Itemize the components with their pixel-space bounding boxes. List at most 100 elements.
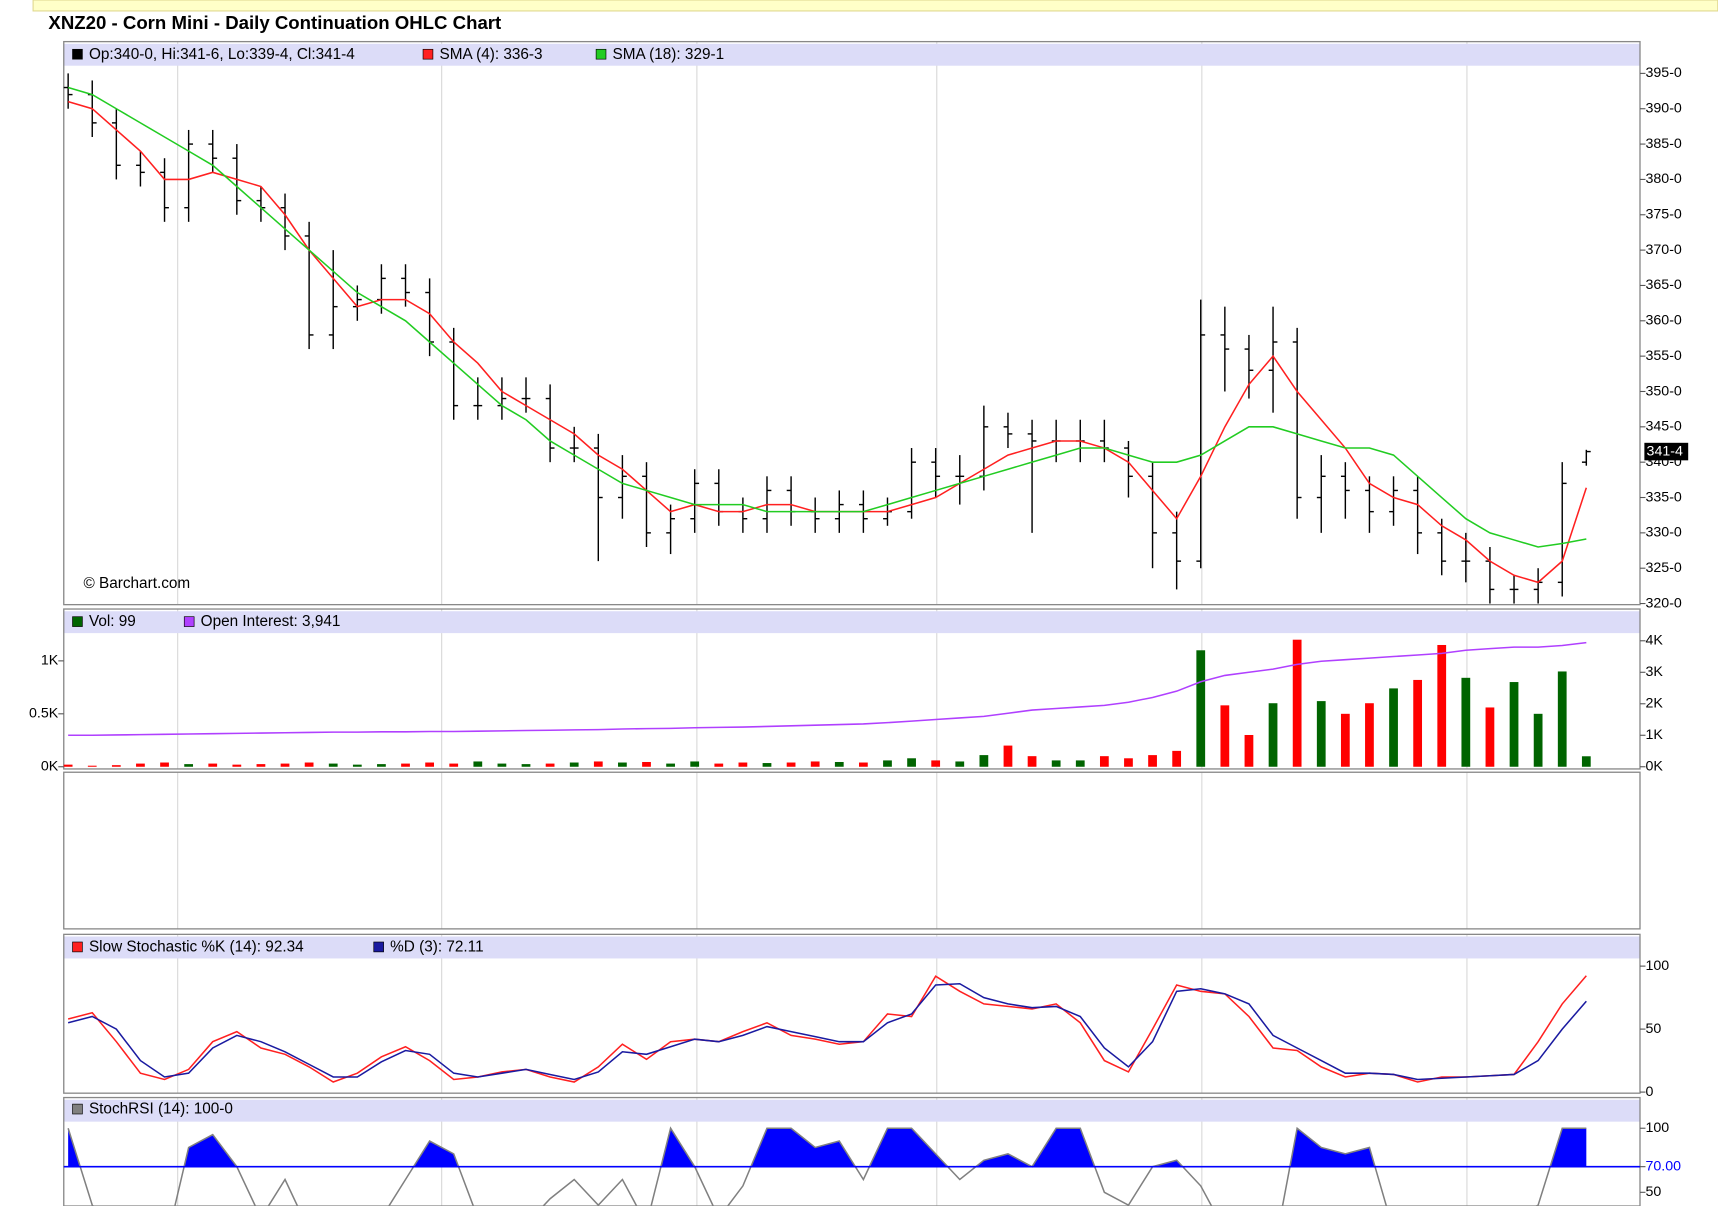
volume-bar	[1509, 682, 1519, 767]
volume-bar	[401, 763, 410, 767]
y-tick-label: 370-0	[1645, 242, 1681, 258]
y-tick-label: 0K	[1645, 759, 1663, 775]
volume-bar	[786, 762, 796, 767]
legend-label: SMA (4): 336-3	[439, 46, 542, 63]
y-tick-label: 330-0	[1645, 525, 1681, 541]
volume-bar	[280, 763, 290, 767]
volume-bar	[449, 763, 459, 767]
volume-bar	[1196, 650, 1206, 767]
legend-label: Vol: 99	[89, 613, 136, 630]
volume-bar	[256, 764, 266, 767]
legend-swatch	[72, 941, 83, 953]
credit: © Barchart.com	[83, 575, 190, 592]
volume-bar	[1051, 760, 1061, 767]
y-tick-label: 365-0	[1645, 277, 1681, 293]
y-tick-label: 2K	[1645, 696, 1663, 712]
legend-swatch	[72, 1103, 83, 1115]
volume-bar	[883, 760, 892, 767]
volume-bar	[1461, 677, 1471, 767]
volume-bar	[979, 755, 989, 767]
volume-bar	[208, 763, 218, 767]
y-tick-label: 360-0	[1645, 313, 1681, 329]
chart-title: XNZ20 - Corn Mini - Daily Continuation O…	[48, 12, 501, 33]
volume-bar	[111, 765, 121, 767]
rsi-layer	[67, 1126, 1587, 1206]
volume-bar	[690, 761, 700, 767]
volume-bar	[1268, 703, 1278, 767]
y-tick-label: 50	[1645, 1021, 1661, 1037]
volume-bar	[328, 763, 338, 767]
volume-bar	[425, 762, 434, 767]
volume-bar	[714, 763, 724, 767]
volume-bar	[1581, 756, 1591, 767]
last-price-box	[1644, 442, 1689, 461]
panel-frame	[63, 771, 1641, 930]
legend-label: Op:340-0, Hi:341-6, Lo:339-4, Cl:341-4	[89, 46, 355, 63]
volume-bar	[907, 758, 916, 767]
y-tick-label: 0	[1645, 1084, 1653, 1100]
volume-bar	[1485, 707, 1495, 767]
y-tick-label: 100	[1645, 1120, 1669, 1136]
legend-swatch	[72, 616, 83, 627]
y-tick-label: 335-0	[1645, 489, 1681, 505]
volume-bar	[1220, 705, 1230, 767]
y-tick-label: 4K	[1645, 633, 1663, 649]
volume-bar	[521, 764, 531, 767]
legend-swatch	[72, 48, 83, 60]
legend-label: %D (3): 72.11	[390, 939, 483, 956]
volume-bar	[666, 763, 675, 767]
y-tick-label: 325-0	[1645, 560, 1681, 576]
volume-bar	[304, 762, 314, 767]
volume-bar	[1099, 756, 1109, 767]
volume-bar	[618, 762, 627, 767]
panel-frame	[63, 40, 1641, 606]
volume-bar	[1292, 639, 1302, 767]
volume-bar	[859, 762, 868, 767]
stochastic-line	[67, 975, 1587, 1083]
volume-bar	[352, 764, 362, 767]
volume-bar	[1148, 755, 1157, 767]
legend-label: SMA (18): 329-1	[613, 46, 725, 63]
panel-frames	[63, 43, 1640, 1122]
legend-swatch	[595, 48, 607, 60]
volume-bar	[232, 764, 242, 767]
y-tick-label: 1K	[1645, 727, 1663, 743]
open-interest-line	[68, 641, 1587, 737]
volume-bar	[545, 763, 555, 767]
volume-bar	[1003, 745, 1013, 767]
volume-bar	[1389, 688, 1398, 767]
volume-bar	[1027, 756, 1037, 767]
volume-bar	[1437, 644, 1447, 767]
y-tick-label: 375-0	[1645, 207, 1681, 223]
stochastic-line	[67, 982, 1587, 1081]
sma-line	[67, 100, 1588, 584]
volume-bar	[1172, 750, 1182, 767]
volume-bar	[1413, 679, 1423, 767]
volume-bar	[1316, 701, 1326, 767]
legend-swatch	[422, 48, 434, 60]
y-tick-label: 395-0	[1645, 65, 1681, 81]
volume-bar	[1340, 713, 1350, 767]
volume-bar	[136, 763, 145, 767]
volume-bar	[931, 760, 941, 767]
volume-bar	[377, 764, 386, 767]
legend-swatch	[183, 616, 195, 627]
panel-frame	[63, 933, 1641, 1094]
legend-label: StochRSI (14): 100-0	[89, 1101, 233, 1118]
volume-bar	[497, 763, 507, 767]
volume-bar	[1075, 760, 1085, 767]
y-tick-label: 350-0	[1645, 383, 1681, 399]
last-price-label: 341-4	[1647, 443, 1683, 459]
sma-line	[67, 86, 1587, 548]
volume-bar	[1244, 734, 1254, 767]
volume-bar	[762, 763, 772, 767]
volume-bar	[569, 762, 579, 767]
y-tick-label: 1K	[41, 653, 59, 669]
volume-bar	[738, 762, 748, 767]
volume-bar	[834, 761, 844, 767]
y-tick-label: 0K	[41, 759, 59, 775]
y-tick-label: 385-0	[1645, 136, 1681, 152]
volume-bar	[1533, 713, 1543, 767]
